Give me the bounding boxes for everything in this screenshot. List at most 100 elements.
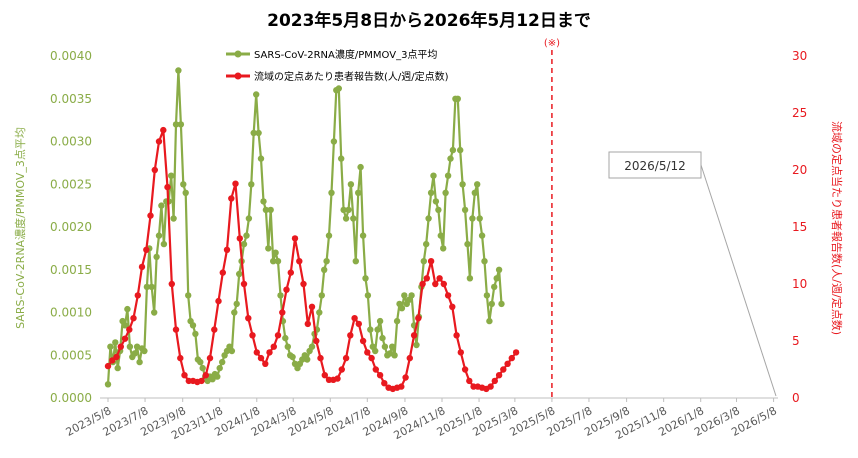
patient-reports-point xyxy=(104,362,112,370)
rna-concentration-point xyxy=(318,292,325,299)
rna-concentration-point xyxy=(131,350,138,357)
rna-concentration-point xyxy=(267,206,274,214)
rna-concentration-point xyxy=(248,181,255,188)
rna-concentration-point xyxy=(391,352,398,359)
patient-reports-point xyxy=(364,349,371,356)
y-tick-right-label: 20 xyxy=(792,163,807,177)
patient-reports-point xyxy=(321,372,328,379)
rna-concentration-point xyxy=(435,206,442,214)
rna-concentration-point xyxy=(262,206,270,214)
rna-concentration-point xyxy=(107,343,114,350)
rna-concentration-point xyxy=(255,129,262,137)
rna-concentration-point xyxy=(355,189,362,196)
patient-reports-point xyxy=(168,280,175,288)
rna-concentration-point xyxy=(114,364,121,372)
y-tick-left-label: 0.0035 xyxy=(50,92,92,106)
rna-concentration-point xyxy=(104,381,112,388)
rna-concentration-point xyxy=(158,202,165,209)
series-patient-reports xyxy=(104,126,520,393)
rna-concentration-point xyxy=(335,85,342,92)
rna-concentration-point xyxy=(381,343,389,350)
y-tick-left-label: 0.0005 xyxy=(50,348,92,362)
rna-concentration-point xyxy=(308,343,316,350)
rna-concentration-point xyxy=(148,283,155,291)
rna-concentration-point xyxy=(141,347,148,355)
patient-reports-point xyxy=(249,332,256,339)
rna-concentration-point xyxy=(233,300,240,308)
patient-reports-point xyxy=(487,383,494,390)
patient-reports-point xyxy=(151,166,158,174)
patient-reports-point xyxy=(274,332,282,339)
y-tick-right-label: 25 xyxy=(792,106,807,120)
rna-concentration-point xyxy=(454,95,461,103)
callout-label: 2026/5/12 xyxy=(624,159,686,173)
patient-reports-point xyxy=(338,366,345,373)
rna-concentration-point xyxy=(347,181,355,188)
rna-concentration-point xyxy=(478,232,486,239)
rna-concentration-point xyxy=(471,189,478,196)
rna-concentration-point xyxy=(228,347,236,355)
patient-reports-point xyxy=(164,183,171,191)
y-tick-left-label: 0.0015 xyxy=(50,263,92,277)
patient-reports-point xyxy=(215,297,222,305)
patient-reports-point xyxy=(419,280,426,288)
patient-reports-point xyxy=(202,372,209,379)
rna-concentration-point xyxy=(133,343,141,350)
rna-concentration-point xyxy=(459,181,466,188)
rna-concentration-point xyxy=(495,266,503,273)
rna-concentration-point xyxy=(442,189,449,196)
rna-concentration-point xyxy=(274,258,282,265)
rna-concentration-point xyxy=(466,275,474,282)
rna-concentration-point xyxy=(126,343,134,350)
rna-concentration-point xyxy=(483,292,491,299)
rna-concentration-point xyxy=(350,215,357,222)
rna-concentration-point xyxy=(214,373,221,380)
patient-reports-point xyxy=(461,366,469,373)
rna-concentration-point xyxy=(182,189,189,196)
patient-reports-point xyxy=(427,258,435,265)
patient-reports-point xyxy=(381,380,388,387)
rna-concentration-point xyxy=(345,206,352,214)
rna-concentration-point xyxy=(340,206,347,214)
rna-concentration-point xyxy=(362,275,369,282)
patient-reports-point xyxy=(512,349,520,356)
patient-reports-point xyxy=(304,320,311,328)
rna-concentration-point xyxy=(328,189,335,196)
y-tick-right-label: 15 xyxy=(792,220,807,234)
rna-concentration-point xyxy=(170,215,177,222)
patient-reports-point xyxy=(351,315,358,322)
rna-concentration-point xyxy=(461,206,469,214)
rna-concentration-point xyxy=(432,198,440,205)
rna-concentration-point xyxy=(338,155,345,162)
patient-reports-point xyxy=(211,326,218,333)
rna-concentration-line xyxy=(106,69,503,385)
rna-concentration-point xyxy=(282,334,289,342)
rna-concentration-point xyxy=(498,300,505,308)
rna-concentration-point xyxy=(376,317,384,325)
legend: SARS-CoV-2RNA濃度/PMMOV_3点平均 流域の定点あたり患者報告数… xyxy=(226,48,449,83)
rna-concentration-point xyxy=(253,91,260,98)
rna-concentration-point xyxy=(437,232,444,239)
legend-label-series1: SARS-CoV-2RNA濃度/PMMOV_3点平均 xyxy=(254,48,437,61)
rna-concentration-point xyxy=(265,245,272,252)
patient-reports-point xyxy=(228,195,235,202)
patient-reports-point xyxy=(466,377,473,385)
y-tick-right-label: 5 xyxy=(792,334,800,348)
patient-reports-point xyxy=(368,354,375,362)
rna-concentration-point xyxy=(160,240,168,248)
patient-reports-point xyxy=(236,235,243,242)
rna-concentration-point xyxy=(359,232,367,239)
patient-reports-point xyxy=(283,286,290,293)
patient-reports-point xyxy=(313,337,320,345)
rna-concentration-point xyxy=(197,358,204,366)
y-tick-left-label: 0.0000 xyxy=(50,391,92,405)
rna-concentration-point xyxy=(372,347,379,355)
rna-concentration-point xyxy=(209,376,216,383)
rna-concentration-point xyxy=(342,215,350,222)
date-callout: 2026/5/12 xyxy=(608,151,777,397)
patient-reports-point xyxy=(296,258,303,265)
legend-marker-series1 xyxy=(234,50,242,58)
y-tick-left-label: 0.0010 xyxy=(50,306,92,320)
rna-concentration-point xyxy=(219,358,226,366)
rna-concentration-point xyxy=(325,232,333,239)
